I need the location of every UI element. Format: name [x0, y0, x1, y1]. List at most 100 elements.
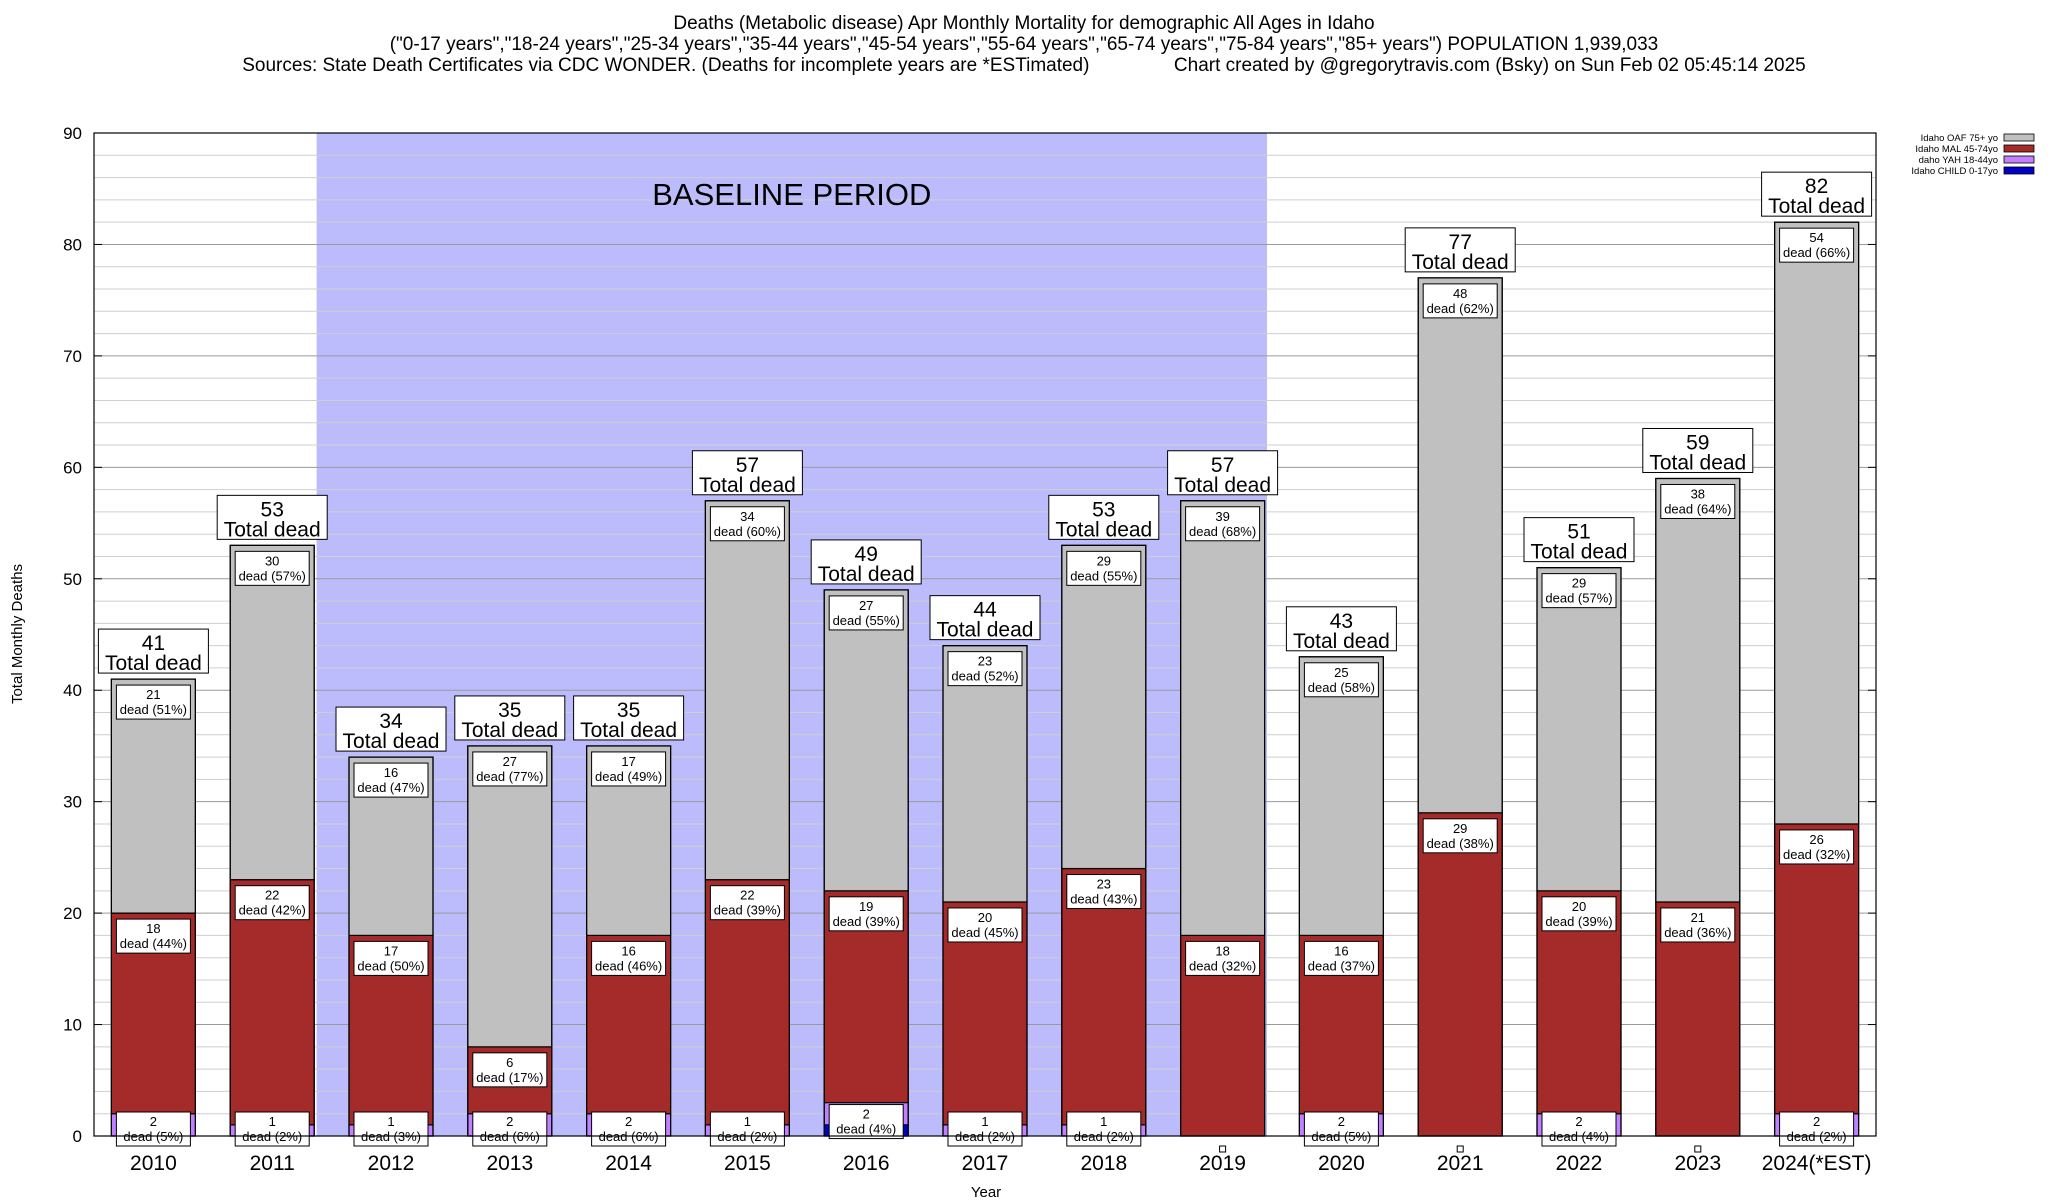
- segment-label-count: 20: [978, 910, 992, 925]
- bar-segment: [467, 745, 553, 1048]
- segment-label-box: [472, 751, 548, 787]
- yah-label-count: 1: [387, 1114, 394, 1129]
- segment-label-box: [1779, 829, 1855, 865]
- total-value: 43: [1330, 610, 1353, 633]
- segment-label-box: [709, 506, 785, 542]
- yah-label-box: [947, 1111, 1023, 1147]
- segment-label-box: [353, 762, 429, 798]
- total-value: 59: [1686, 431, 1709, 454]
- x-tick-label: 2010: [130, 1152, 177, 1175]
- total-label: Total dead: [1531, 541, 1628, 564]
- segment-label-pct: dead (55%): [833, 613, 900, 628]
- segment-label-count: 26: [1809, 832, 1823, 847]
- bar-segment: [823, 589, 909, 892]
- total-label: Total dead: [1293, 630, 1390, 653]
- segment-label-count: 16: [1334, 943, 1348, 958]
- total-box: [691, 450, 803, 496]
- segment-label-count: 27: [503, 754, 517, 769]
- yah-label-count: 1: [269, 1114, 276, 1129]
- x-tick-label: 2015: [724, 1152, 771, 1175]
- total-box: [1761, 171, 1873, 217]
- x-tick-label: 2013: [486, 1152, 533, 1175]
- segment-label-pct: dead (36%): [1664, 925, 1731, 940]
- total-label: Total dead: [1412, 251, 1509, 274]
- segment-label-pct: dead (50%): [357, 958, 424, 973]
- segment-label-box: [1303, 662, 1379, 698]
- x-tick-label: 2014: [605, 1152, 652, 1175]
- empty-marker: [1456, 1145, 1464, 1153]
- segment-label-pct: dead (17%): [476, 1070, 543, 1085]
- total-value: 49: [855, 543, 878, 566]
- x-tick-label: 2017: [962, 1152, 1009, 1175]
- segment-label-count: 16: [621, 943, 635, 958]
- segment-label-box: [591, 751, 667, 787]
- yah-label-box: [1066, 1111, 1142, 1147]
- total-value: 51: [1567, 521, 1590, 544]
- segment-label-pct: dead (55%): [1070, 568, 1137, 583]
- yah-label-count: 1: [744, 1114, 751, 1129]
- segment-label-box: [1066, 874, 1142, 910]
- x-axis-title: Year: [971, 1184, 1001, 1200]
- segment-label-count: 6: [506, 1055, 513, 1070]
- y-tick-label: 60: [63, 458, 82, 477]
- total-value: 41: [142, 632, 165, 655]
- segment-label-pct: dead (46%): [595, 958, 662, 973]
- segment-label-box: [1066, 550, 1142, 586]
- y-tick-label: 90: [63, 124, 82, 143]
- total-box: [1048, 494, 1160, 540]
- segment-label-box: [1185, 506, 1261, 542]
- bar-segment: [229, 544, 315, 881]
- bar-segment: [942, 645, 1028, 903]
- total-label: Total dead: [699, 474, 796, 497]
- empty-marker: [1694, 1145, 1702, 1153]
- segment-label-pct: dead (51%): [120, 702, 187, 717]
- segment-label-box: [1422, 283, 1498, 319]
- total-box: [1523, 517, 1635, 563]
- segment-label-pct: dead (57%): [239, 568, 306, 583]
- x-tick-label: 2023: [1674, 1152, 1721, 1175]
- segment-label-pct: dead (38%): [1427, 836, 1494, 851]
- x-tick-label: 2019: [1199, 1152, 1246, 1175]
- segment-label-count: 38: [1691, 486, 1705, 501]
- yah-label-box: [472, 1111, 548, 1147]
- segment-label-pct: dead (44%): [120, 936, 187, 951]
- segment-label-pct: dead (66%): [1783, 245, 1850, 260]
- yah-label-count: 2: [625, 1114, 632, 1129]
- y-tick-label: 50: [63, 570, 82, 589]
- yah-label-box: [591, 1111, 667, 1147]
- total-label: Total dead: [1768, 195, 1865, 218]
- y-axis-title: Total Monthly Deaths: [9, 564, 26, 704]
- segment-label-box: [234, 550, 310, 586]
- segment-label-pct: dead (42%): [239, 903, 306, 918]
- total-label: Total dead: [937, 619, 1034, 642]
- segment-label-box: [1779, 227, 1855, 263]
- plot-frame: [93, 132, 1877, 1137]
- segment-label-box: [947, 651, 1023, 687]
- segment-label-pct: dead (47%): [357, 780, 424, 795]
- total-label: Total dead: [1174, 474, 1271, 497]
- segment-label-count: 29: [1453, 821, 1467, 836]
- bar-segment: [1417, 812, 1503, 1137]
- y-tick-label: 10: [63, 1016, 82, 1035]
- yah-label-box: [115, 1111, 191, 1147]
- segment-label-pct: dead (57%): [1545, 591, 1612, 606]
- segment-label-count: 34: [740, 509, 754, 524]
- segment-label-box: [472, 1052, 548, 1088]
- segment-label-pct: dead (39%): [714, 903, 781, 918]
- x-tick-label: 2016: [843, 1152, 890, 1175]
- segment-label-box: [1541, 896, 1617, 932]
- segment-label-pct: dead (45%): [951, 925, 1018, 940]
- legend-swatch: [2003, 144, 2035, 153]
- total-value: 35: [498, 699, 521, 722]
- segment-label-count: 23: [978, 654, 992, 669]
- total-label: Total dead: [818, 563, 915, 586]
- yah-label-count: 2: [1813, 1114, 1820, 1129]
- bar-segment: [1773, 823, 1860, 1115]
- segment-label-count: 19: [859, 899, 873, 914]
- segment-label-pct: dead (77%): [476, 769, 543, 784]
- legend-label: Idaho OAF 75+ yo: [1921, 133, 1998, 144]
- legend-label: Idaho MAL 45-74yo: [1915, 144, 1998, 155]
- y-tick-label: 20: [63, 904, 82, 923]
- segment-label-pct: dead (43%): [1070, 892, 1137, 907]
- total-label: Total dead: [1055, 518, 1152, 541]
